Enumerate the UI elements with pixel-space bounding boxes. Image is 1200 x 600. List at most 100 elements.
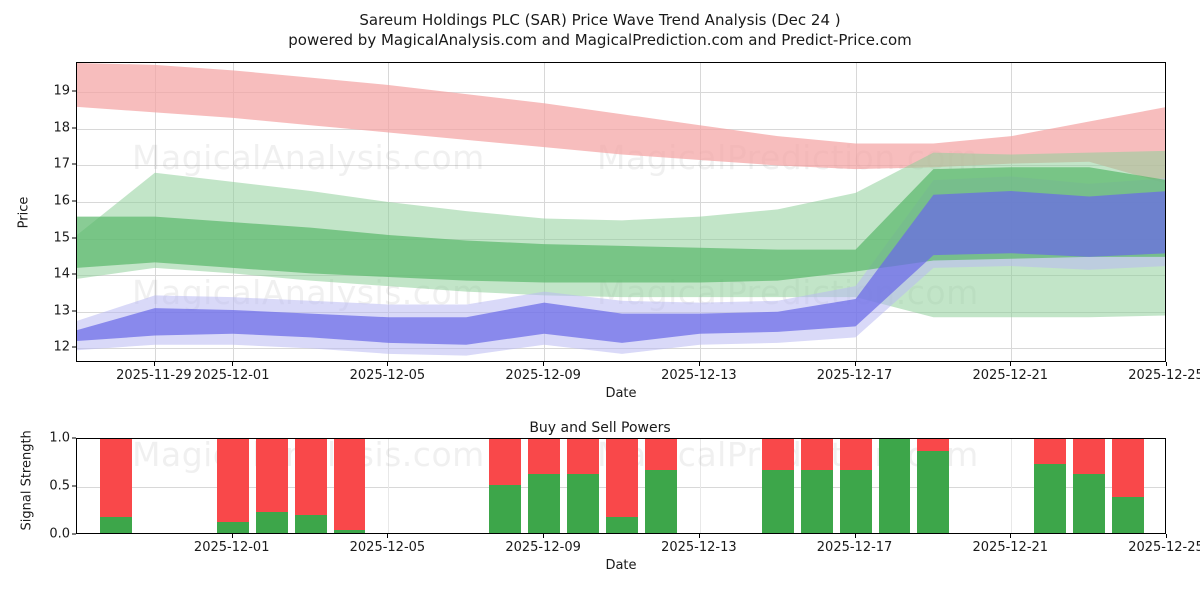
x-axis-tick-mark — [698, 534, 700, 538]
gridline-vertical — [544, 63, 546, 361]
price-x-axis: 2025-11-29 2025-12-01 2025-12-05 2025-12-09… — [76, 362, 1200, 386]
gridline-horizontal — [77, 165, 1165, 167]
x-axis-tick-mark — [231, 534, 233, 538]
buy-power-bar — [255, 511, 288, 533]
x-axis-tick-label: 2025-12-25 — [1128, 368, 1200, 383]
gridline-vertical — [699, 63, 701, 361]
buy-power-bar — [1073, 474, 1106, 533]
buy-power-bar — [333, 530, 366, 533]
y-axis-tick-label: 13 — [53, 303, 70, 319]
x-axis-tick-mark — [854, 534, 856, 538]
x-axis-tick-mark — [387, 362, 389, 366]
sell-power-bar — [567, 439, 600, 475]
x-axis-tick-mark — [698, 362, 700, 366]
y-axis-tick-label: 14 — [53, 266, 70, 282]
price-band-0 — [77, 63, 1165, 184]
sell-power-bar — [489, 439, 522, 485]
y-axis-tick-label: 12 — [53, 339, 70, 355]
y-axis-tick-mark — [72, 163, 76, 165]
buy-power-bar — [800, 469, 833, 533]
x-axis-tick-mark — [1010, 362, 1012, 366]
y-axis-tick-label: 16 — [53, 193, 70, 209]
x-axis-tick-mark — [387, 534, 389, 538]
buy-power-bar — [489, 485, 522, 533]
gridline-vertical — [699, 439, 701, 533]
buy-power-bar — [99, 516, 132, 533]
x-axis-tick-label: 2025-12-01 — [193, 368, 270, 383]
y-axis-tick-mark — [72, 346, 76, 348]
sell-power-bar — [1073, 439, 1106, 475]
y-axis-tick-label: 18 — [53, 120, 70, 136]
sell-power-bar — [255, 439, 288, 512]
y-axis-tick-label: 19 — [53, 83, 70, 99]
y-axis-tick-label: 1.0 — [49, 430, 70, 446]
gridline-horizontal — [77, 202, 1165, 204]
signal-y-axis-title: Signal Strength — [19, 430, 35, 531]
price-band-series — [77, 63, 1165, 356]
x-axis-tick-label: 2025-12-25 — [1128, 540, 1200, 555]
signal-bar-series — [77, 439, 1165, 533]
x-axis-tick-mark — [1010, 534, 1012, 538]
x-axis-tick-label: 2025-12-05 — [349, 540, 426, 555]
x-axis-tick-label: 2025-12-21 — [972, 368, 1049, 383]
buy-power-bar — [917, 451, 950, 533]
x-axis-tick-label: 2025-12-17 — [816, 540, 893, 555]
buy-power-bar — [1112, 496, 1145, 533]
y-axis-tick-mark — [72, 437, 76, 439]
gridline-vertical — [1011, 439, 1013, 533]
y-axis-tick-label: 0.5 — [49, 478, 70, 494]
y-axis-tick-mark — [72, 310, 76, 312]
page-subtitle: powered by MagicalAnalysis.com and Magic… — [288, 31, 912, 49]
buy-power-bar — [644, 469, 677, 533]
y-axis-tick-mark — [72, 237, 76, 239]
x-axis-tick-mark — [231, 362, 233, 366]
x-axis-tick-label: 2025-12-21 — [972, 540, 1049, 555]
y-axis-tick-label: 15 — [53, 230, 70, 246]
y-axis-tick-mark — [72, 533, 76, 535]
x-axis-tick-mark — [153, 362, 155, 366]
x-axis-tick-mark — [543, 362, 545, 366]
signal-panel-title: Buy and Sell Powers — [529, 420, 671, 436]
x-axis-tick-label: 2025-12-17 — [816, 368, 893, 383]
price-x-axis-title: Date — [605, 386, 637, 401]
sell-power-bar — [1112, 439, 1145, 497]
sell-power-bar — [99, 439, 132, 517]
gridline-horizontal — [77, 92, 1165, 94]
y-axis-tick-label: 0.0 — [49, 526, 70, 542]
y-axis-tick-mark — [72, 485, 76, 487]
x-axis-tick-label: 2025-11-29 — [116, 368, 192, 383]
x-axis-tick-label: 2025-12-09 — [505, 368, 581, 383]
buy-sell-powers-chart: MagicalAnalysis.comMagicalPrediction.com — [76, 438, 1166, 534]
buy-power-bar — [761, 469, 794, 533]
y-axis-tick-mark — [72, 90, 76, 92]
sell-power-bar — [606, 439, 638, 517]
price-wave-chart: MagicalAnalysis.comMagicalPrediction.com… — [76, 62, 1166, 362]
sell-power-bar — [917, 439, 950, 452]
x-axis-tick-mark — [1166, 362, 1167, 366]
signal-x-axis: 2025-12-01 2025-12-05 2025-12-09 2025-12-13… — [76, 534, 1200, 558]
buy-power-bar — [878, 439, 911, 533]
x-axis-tick-mark — [854, 362, 856, 366]
signal-x-axis-title: Date — [605, 558, 637, 573]
buy-power-bar — [216, 522, 249, 533]
sell-power-bar — [216, 439, 249, 523]
sell-power-bar — [761, 439, 794, 470]
sell-power-bar — [528, 439, 561, 475]
buy-power-bar — [606, 516, 638, 533]
buy-power-bar — [839, 469, 872, 533]
gridline-vertical — [388, 439, 390, 533]
buy-power-bar — [294, 514, 327, 533]
y-axis-tick-mark — [72, 200, 76, 202]
buy-power-bar — [1034, 463, 1067, 533]
page-title: Sareum Holdings PLC (SAR) Price Wave Tre… — [359, 11, 841, 29]
sell-power-bar — [839, 439, 872, 470]
sell-power-bar — [1034, 439, 1067, 464]
x-axis-tick-label: 2025-12-09 — [505, 540, 581, 555]
y-axis-tick-mark — [72, 127, 76, 129]
buy-power-bar — [528, 474, 561, 533]
y-axis-tick-mark — [72, 273, 76, 275]
chart-header: Sareum Holdings PLC (SAR) Price Wave Tre… — [0, 10, 1200, 50]
price-y-axis-title: Price — [16, 196, 32, 229]
x-axis-tick-mark — [543, 534, 545, 538]
price-band-3 — [77, 191, 1165, 345]
